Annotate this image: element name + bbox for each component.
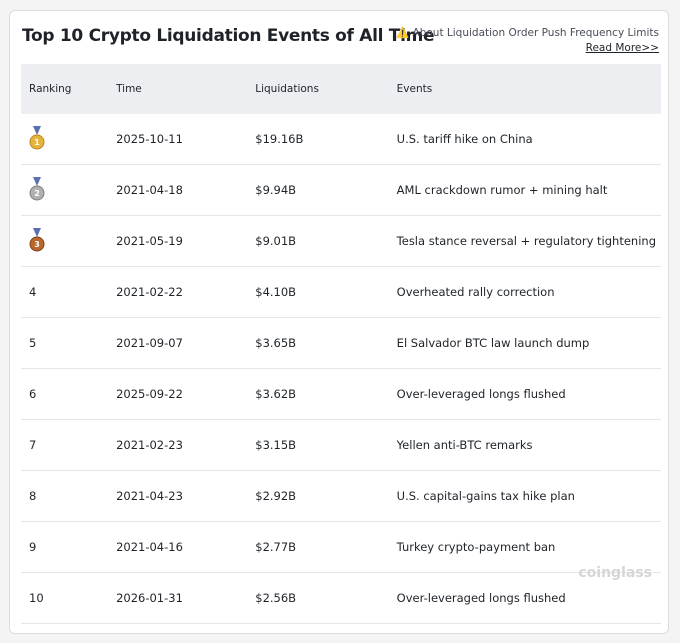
time-cell: 2021-04-23 xyxy=(108,470,248,522)
liquidations-cell: $9.01B xyxy=(247,215,389,267)
medal-icon: 2 xyxy=(29,177,45,201)
time-cell: 2021-05-19 xyxy=(108,215,248,267)
ranking-cell: 5 xyxy=(21,317,109,369)
notice: ⚠️ About Liquidation Order Push Frequenc… xyxy=(396,27,659,39)
time-cell: 2025-09-22 xyxy=(108,368,248,420)
ranking-cell: 9 xyxy=(21,521,109,573)
medal-disc xyxy=(29,185,45,201)
column-header: Time xyxy=(108,64,248,114)
read-more-link[interactable]: Read More>> xyxy=(585,42,659,54)
column-header: Events xyxy=(388,64,661,114)
ranking-cell: 4 xyxy=(21,266,109,318)
ranking-cell: 8 xyxy=(21,470,109,522)
liquidations-cell: $3.15B xyxy=(247,419,389,471)
ranking-cell: 7 xyxy=(21,419,109,471)
row: 10 2026-01-31 $2.56B Over-leveraged longs f… xyxy=(21,572,661,624)
liquidations-cell: $19.16B xyxy=(247,114,389,165)
title: Top 10 Crypto Liquidation Events of All … xyxy=(22,26,435,46)
row: 3 2021-05-19 $9.01B Tesla stance reversal +… xyxy=(21,215,661,267)
time-cell: 2021-04-18 xyxy=(108,164,248,216)
event-cell: U.S. capital-gains tax hike plan xyxy=(388,470,661,522)
ranking-cell: 6 xyxy=(21,368,109,420)
event-cell: Overheated rally correction xyxy=(388,266,661,318)
event-cell: U.S. tariff hike on China xyxy=(388,114,661,165)
liquidations-cell: $2.77B xyxy=(247,521,389,573)
liquidations-cell: $4.10B xyxy=(247,266,389,318)
medal-number: 3 xyxy=(34,240,40,249)
liquidations-cell: $2.56B xyxy=(247,572,389,624)
header-row: Ranking Time Liquidations Events xyxy=(21,64,661,114)
ranking-cell: 3 xyxy=(21,215,109,267)
row: 9 2021-04-16 $2.77B Turkey crypto-payment b… xyxy=(21,521,661,573)
time-cell: 2021-02-22 xyxy=(108,266,248,318)
liquidations-cell: $3.65B xyxy=(247,317,389,369)
table-body: 1 2025-10-11 $19.16B U.S. tariff hike on Ch… xyxy=(21,114,661,624)
medal-disc xyxy=(29,236,45,252)
ranking-cell: 2 xyxy=(21,164,109,216)
medal-ribbon xyxy=(33,177,41,186)
medal-ribbon xyxy=(33,126,41,135)
time-cell: 2026-01-31 xyxy=(108,572,248,624)
time-cell: 2025-10-11 xyxy=(108,114,248,165)
row: 6 2025-09-22 $3.62B Over-leveraged longs fl… xyxy=(21,368,661,420)
time-cell: 2021-04-16 xyxy=(108,521,248,573)
row: 4 2021-02-22 $4.10B Overheated rally correc… xyxy=(21,266,661,318)
card: Top 10 Crypto Liquidation Events of All … xyxy=(9,10,669,634)
event-cell: Tesla stance reversal + regulatory tight… xyxy=(388,215,661,267)
liquidations-cell: $9.94B xyxy=(247,164,389,216)
row: 5 2021-09-07 $3.65B El Salvador BTC law lau… xyxy=(21,317,661,369)
liquidations-cell: $2.92B xyxy=(247,470,389,522)
medal-number: 1 xyxy=(34,138,40,147)
row: 1 2025-10-11 $19.16B U.S. tariff hike on Ch… xyxy=(21,114,661,165)
column-header: Ranking xyxy=(21,64,109,114)
row: 8 2021-04-23 $2.92B U.S. capital-gains tax … xyxy=(21,470,661,522)
event-cell: Over-leveraged longs flushed xyxy=(388,572,661,624)
event-cell: AML crackdown rumor + mining halt xyxy=(388,164,661,216)
table-head: Ranking Time Liquidations Events xyxy=(21,64,661,114)
medal-icon: 1 xyxy=(29,126,45,150)
event-cell: El Salvador BTC law launch dump xyxy=(388,317,661,369)
medal-ribbon xyxy=(33,228,41,237)
medal-number: 2 xyxy=(34,189,40,198)
time-cell: 2021-02-23 xyxy=(108,419,248,471)
row: 2 2021-04-18 $9.94B AML crackdown rumor + m… xyxy=(21,164,661,216)
time-cell: 2021-09-07 xyxy=(108,317,248,369)
liquidations-cell: $3.62B xyxy=(247,368,389,420)
medal-icon: 3 xyxy=(29,228,45,252)
ranking-cell: 1 xyxy=(21,114,109,165)
medal-disc xyxy=(29,134,45,150)
event-cell: Yellen anti-BTC remarks xyxy=(388,419,661,471)
ranking-cell: 10 xyxy=(21,572,109,624)
event-cell: Over-leveraged longs flushed xyxy=(388,368,661,420)
event-cell: Turkey crypto-payment ban xyxy=(388,521,661,573)
watermark: coinglass xyxy=(578,565,652,581)
table: Ranking Time Liquidations Events 1 2025-10-1… xyxy=(21,64,661,624)
row: 7 2021-02-23 $3.15B Yellen anti-BTC remarks xyxy=(21,419,661,471)
column-header: Liquidations xyxy=(247,64,389,114)
